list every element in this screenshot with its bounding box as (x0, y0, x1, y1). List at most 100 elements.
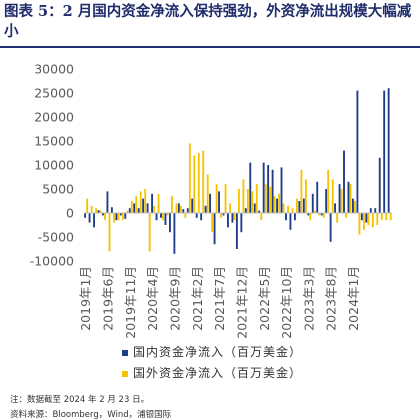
bar-domestic (173, 213, 176, 254)
bar-domestic (97, 210, 100, 213)
bar-domestic (218, 191, 220, 213)
bar-foreign (376, 213, 379, 225)
bar-foreign (260, 213, 263, 221)
y-tick-label: 20000 (34, 110, 74, 125)
bars (84, 88, 392, 254)
bar-domestic (213, 213, 216, 245)
bar-domestic (119, 213, 122, 216)
bar-domestic (195, 213, 198, 218)
y-tick-label: 30000 (34, 62, 74, 77)
bar-domestic (151, 193, 154, 213)
bar-foreign (188, 143, 191, 213)
bar-foreign (139, 191, 142, 213)
bar-domestic (186, 208, 189, 213)
x-axis-ticks: 2019年1月 2019年6月 2019年11月 2020年4月 2020年9月 2021… (78, 266, 361, 338)
bar-foreign (318, 213, 321, 216)
bar-domestic (110, 207, 113, 213)
bar-foreign (269, 186, 272, 213)
bar-domestic (316, 181, 319, 213)
y-tick-label: -10000 (30, 254, 74, 269)
x-tick-label: 2021年12月 (235, 266, 250, 338)
bar-domestic (124, 213, 127, 219)
bar-foreign (202, 150, 205, 213)
bar-domestic (191, 198, 194, 213)
bar-domestic (106, 191, 109, 213)
bar-domestic (387, 88, 390, 213)
bar-foreign (224, 184, 227, 213)
bar-foreign (367, 213, 370, 225)
bar-domestic (267, 165, 270, 213)
bar-foreign (358, 213, 361, 235)
bar-foreign (193, 155, 196, 213)
bar-domestic (276, 198, 278, 213)
bar-domestic (222, 213, 225, 216)
y-tick-label: 5000 (42, 182, 74, 197)
bar-domestic (137, 208, 140, 213)
bar-foreign (162, 213, 164, 221)
bar-domestic (177, 203, 180, 213)
bar-domestic (160, 213, 162, 218)
bar-domestic (200, 213, 203, 221)
bar-foreign (233, 213, 236, 221)
bar-domestic (329, 213, 332, 242)
bar-domestic (285, 213, 287, 221)
bar-foreign (313, 210, 316, 213)
bar-domestic (164, 213, 167, 225)
bar-domestic (240, 213, 243, 233)
y-tick-label: 15000 (34, 134, 74, 149)
bar-foreign (166, 213, 169, 216)
bar-domestic (142, 198, 145, 213)
x-tick-label: 2024年1月 (346, 266, 361, 331)
bar-domestic (227, 213, 229, 228)
bar-foreign (171, 196, 173, 213)
figure-title-text: 2 月国内资金净流入保持强劲，外资净流出规模大幅减小 (4, 3, 412, 40)
bar-foreign (197, 153, 200, 213)
bar-foreign (300, 169, 303, 213)
bar-domestic (155, 213, 158, 221)
bar-domestic (383, 90, 386, 213)
bar-foreign (175, 203, 178, 213)
bar-foreign (336, 213, 339, 223)
legend-swatch-foreign (122, 370, 128, 377)
bar-foreign (215, 184, 218, 213)
legend-swatch-domestic (122, 349, 128, 356)
bar-domestic (93, 213, 95, 228)
bar-domestic (378, 157, 381, 213)
bar-domestic (244, 208, 247, 213)
bar-domestic (253, 203, 256, 213)
bar-domestic (334, 203, 337, 213)
bar-foreign (90, 205, 93, 213)
y-tick-label: -5000 (38, 230, 74, 245)
bar-domestic (133, 203, 136, 213)
bar-domestic (271, 169, 274, 213)
bar-foreign (130, 201, 133, 213)
bar-domestic (311, 193, 314, 213)
x-tick-label: 2022年10月 (279, 266, 294, 338)
bar-domestic (115, 213, 118, 221)
bar-foreign (211, 213, 214, 233)
bar-domestic (293, 213, 296, 221)
bar-foreign (304, 179, 307, 213)
bar-foreign (108, 213, 111, 252)
bar-domestic (128, 208, 131, 213)
bar-foreign (153, 205, 156, 213)
bar-foreign (135, 196, 138, 213)
bar-foreign (251, 191, 254, 213)
bar-foreign (340, 189, 343, 213)
x-tick-label: 2022年5月 (257, 266, 272, 331)
bar-domestic (289, 213, 292, 230)
bar-domestic (343, 150, 345, 213)
bar-domestic (182, 209, 185, 213)
bar-foreign (385, 213, 388, 221)
x-tick-label: 2020年4月 (145, 266, 160, 331)
bar-foreign (126, 210, 129, 213)
bar-domestic (262, 162, 265, 213)
x-tick-label: 2023年8月 (324, 266, 339, 331)
bar-domestic (352, 198, 354, 213)
bar-domestic (307, 213, 310, 216)
bar-foreign (184, 213, 187, 218)
bar-domestic (320, 213, 323, 216)
bar-foreign (220, 213, 223, 218)
bar-foreign (238, 189, 240, 213)
bar-foreign (327, 169, 330, 213)
